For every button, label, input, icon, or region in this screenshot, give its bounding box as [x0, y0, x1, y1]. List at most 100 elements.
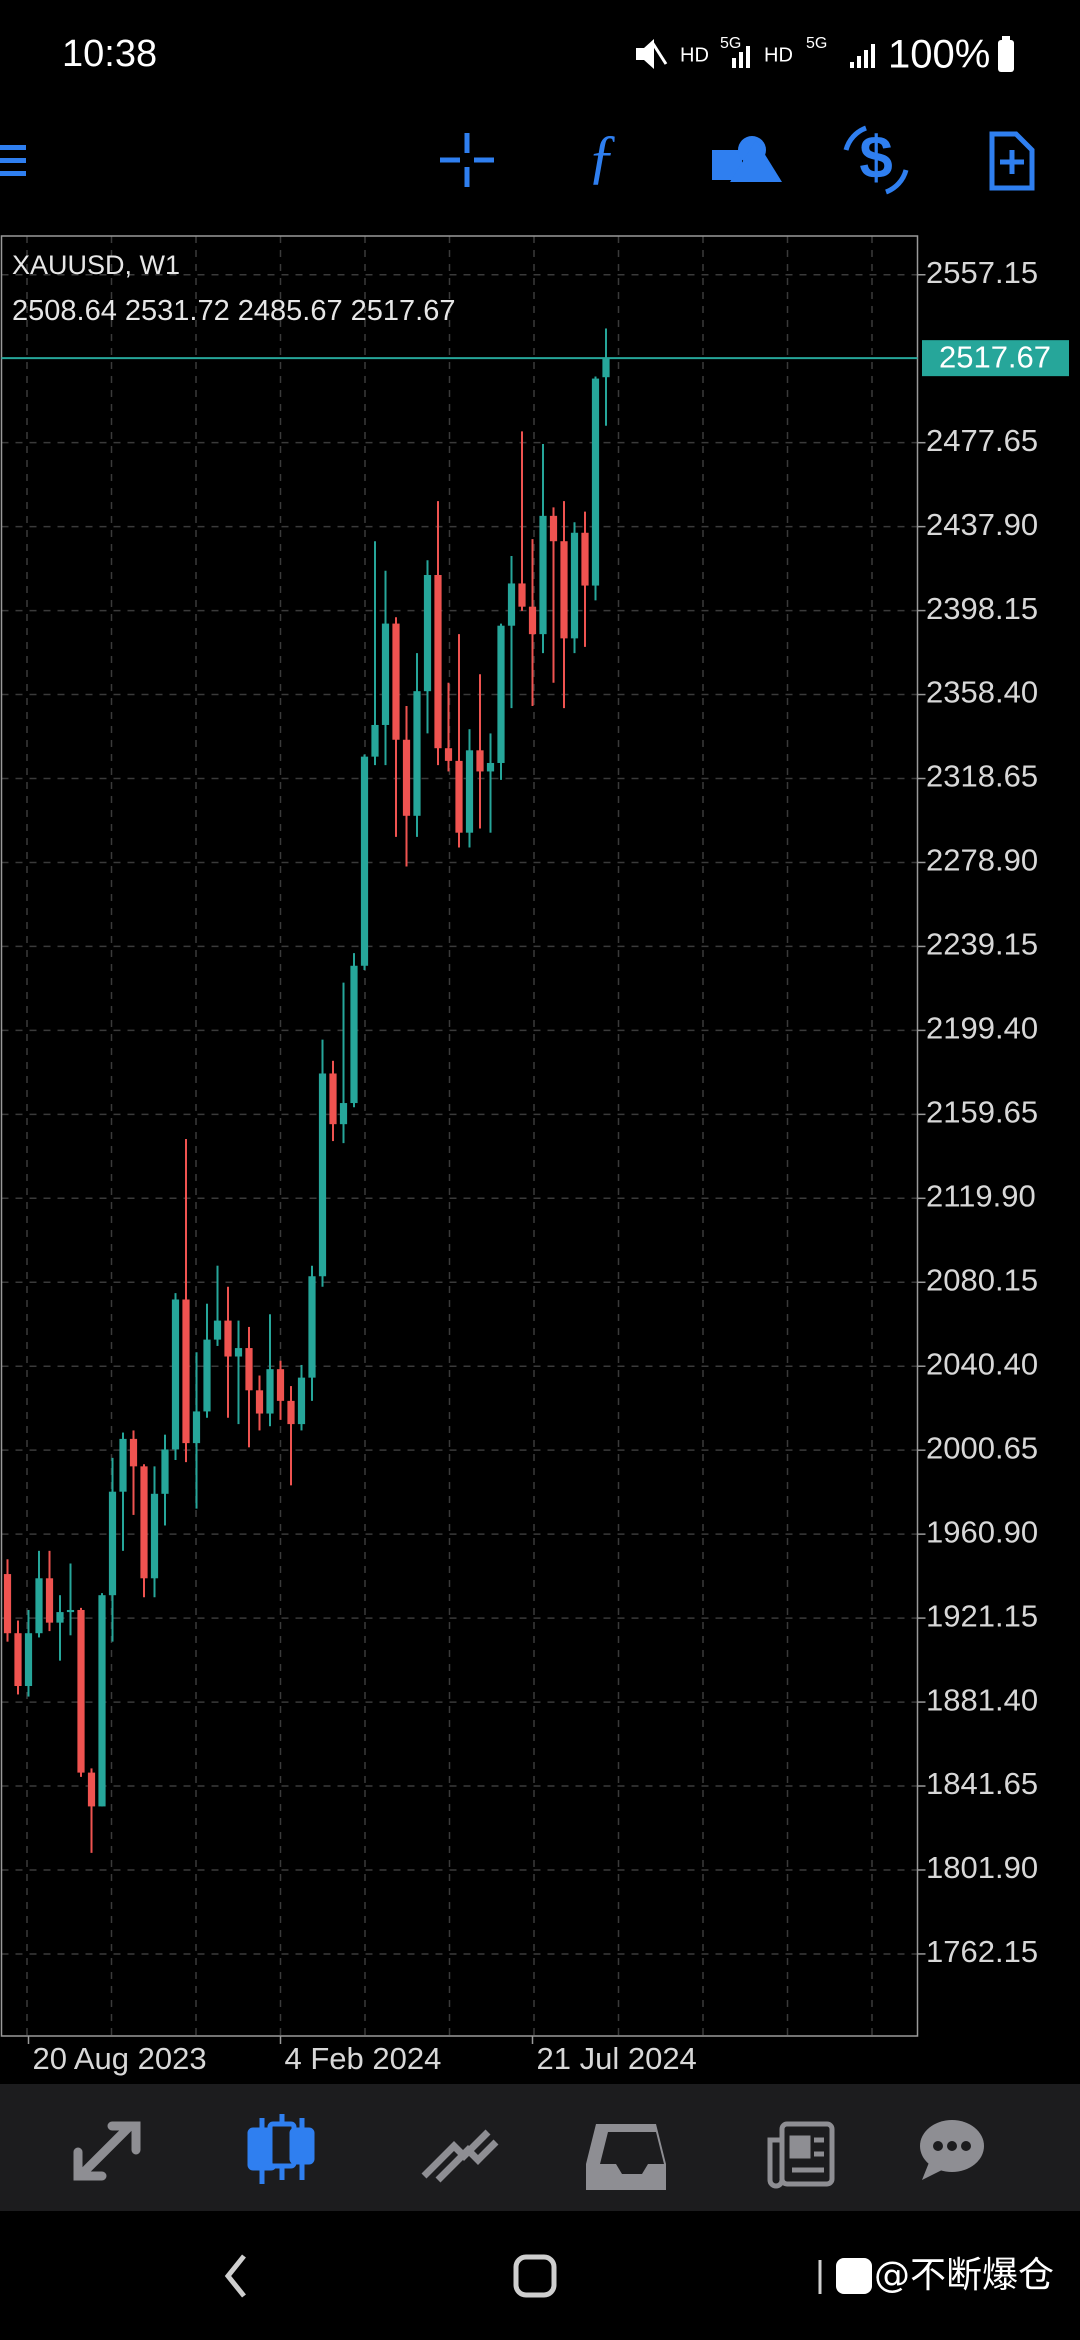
candle-body [98, 1595, 106, 1807]
x-tick-label: 20 Aug 2023 [33, 2041, 207, 2076]
objects-button[interactable] [712, 136, 782, 182]
candle-body [66, 1609, 75, 1613]
candle-body [255, 1390, 264, 1414]
candle-body [423, 575, 432, 692]
y-tick-label: 1841.65 [926, 1766, 1038, 1801]
svg-text:$: $ [859, 124, 892, 191]
y-tick-label: 2239.15 [926, 927, 1038, 962]
candle-body [161, 1449, 169, 1494]
y-tick-label: 2080.15 [926, 1262, 1038, 1297]
candle-body [213, 1320, 222, 1340]
last-price-tag [922, 340, 1069, 377]
y-tick-label: 2318.65 [926, 759, 1038, 794]
crosshair-button[interactable] [440, 133, 494, 187]
candle-body [518, 583, 526, 607]
candle-body [245, 1348, 253, 1391]
y-tick-label: 1762.15 [926, 1934, 1038, 1969]
trade-button[interactable]: $ [843, 124, 909, 195]
last-price-label: 2517.67 [939, 339, 1051, 374]
candle-body [392, 623, 400, 740]
low-value: 2485.67 [238, 295, 343, 327]
candle-body [171, 1299, 180, 1450]
y-tick-label: 2398.15 [926, 591, 1038, 626]
candle-body [360, 756, 369, 966]
candle-body [560, 541, 568, 639]
candle-body [150, 1493, 159, 1579]
y-tick-label: 2199.40 [926, 1011, 1038, 1046]
candle-body [119, 1438, 127, 1492]
candle-body [581, 532, 589, 586]
candle-body [24, 1633, 33, 1687]
x-tick-label: 21 Jul 2024 [537, 2041, 697, 2076]
candle-body [455, 760, 463, 833]
ohlc-readout: 2508.64 2531.72 2485.67 2517.67 [12, 295, 456, 327]
y-tick-label: 2040.40 [926, 1346, 1038, 1381]
candle-body [182, 1299, 190, 1444]
y-tick-label: 1801.90 [926, 1850, 1038, 1885]
candle-body [329, 1073, 337, 1125]
candle-body [413, 691, 421, 816]
candle-body [192, 1411, 201, 1444]
svg-text:5G: 5G [806, 35, 827, 52]
candle-body [486, 762, 495, 772]
quotes-tab[interactable] [73, 2121, 141, 2181]
menu-button[interactable] [0, 145, 26, 176]
candle-body [140, 1466, 148, 1579]
history-tab[interactable] [586, 2124, 666, 2190]
y-tick-label: 2358.40 [926, 675, 1038, 710]
candle-body [87, 1772, 96, 1807]
candle-body [318, 1073, 327, 1277]
candle-body [77, 1609, 85, 1773]
news-tab[interactable] [767, 2121, 835, 2189]
svg-text:HD: HD [680, 44, 709, 66]
watermark: @不断爆仓 [874, 2255, 1054, 2296]
candle-body [350, 965, 358, 1104]
home-button[interactable] [513, 2254, 557, 2298]
y-tick-label: 1960.90 [926, 1514, 1038, 1549]
candle-body [14, 1633, 22, 1687]
back-button[interactable] [224, 2254, 246, 2298]
candle-body [108, 1491, 117, 1596]
y-tick-label: 2437.90 [926, 507, 1038, 542]
svg-text:5G: 5G [720, 35, 741, 52]
candle-body [476, 750, 484, 772]
open-value: 2508.64 [12, 295, 117, 327]
symbol-title: XAUUSD, W1 [12, 250, 180, 280]
chart-tab[interactable] [247, 2114, 315, 2184]
candle-body [402, 739, 411, 816]
candle-body [276, 1369, 285, 1401]
candle-body [203, 1339, 211, 1412]
high-value: 2531.72 [125, 295, 230, 327]
y-tick-label: 2000.65 [926, 1430, 1038, 1465]
watermark-logo [836, 2258, 872, 2294]
candle-body [539, 515, 547, 635]
svg-text:HD: HD [764, 44, 793, 66]
candle-body [465, 750, 474, 833]
chat-tab[interactable] [920, 2120, 984, 2180]
candle-body [287, 1400, 295, 1425]
x-tick-label: 4 Feb 2024 [285, 2041, 442, 2076]
battery-level: 100% [888, 33, 990, 77]
candle-body [371, 724, 379, 757]
clock: 10:38 [62, 33, 157, 75]
candle-body [266, 1369, 274, 1414]
candle-body [35, 1578, 43, 1634]
candle-body [381, 623, 390, 725]
candle-body [308, 1276, 316, 1378]
indicators-button[interactable]: ƒ [587, 123, 617, 189]
close-value: 2517.67 [351, 295, 456, 327]
candle-body [234, 1348, 243, 1357]
new-order-button[interactable] [989, 131, 1035, 191]
y-tick-label: 1921.15 [926, 1598, 1038, 1633]
y-tick-label: 2557.15 [926, 255, 1038, 290]
candle-body [56, 1612, 64, 1623]
candle-body [297, 1377, 306, 1425]
y-tick-label: 2278.90 [926, 843, 1038, 878]
price-chart[interactable] [1, 236, 918, 2036]
y-tick-label: 2159.65 [926, 1095, 1038, 1130]
candle-body [224, 1320, 232, 1357]
trade-tab[interactable] [421, 2129, 499, 2183]
tab-bar [0, 2084, 1080, 2211]
